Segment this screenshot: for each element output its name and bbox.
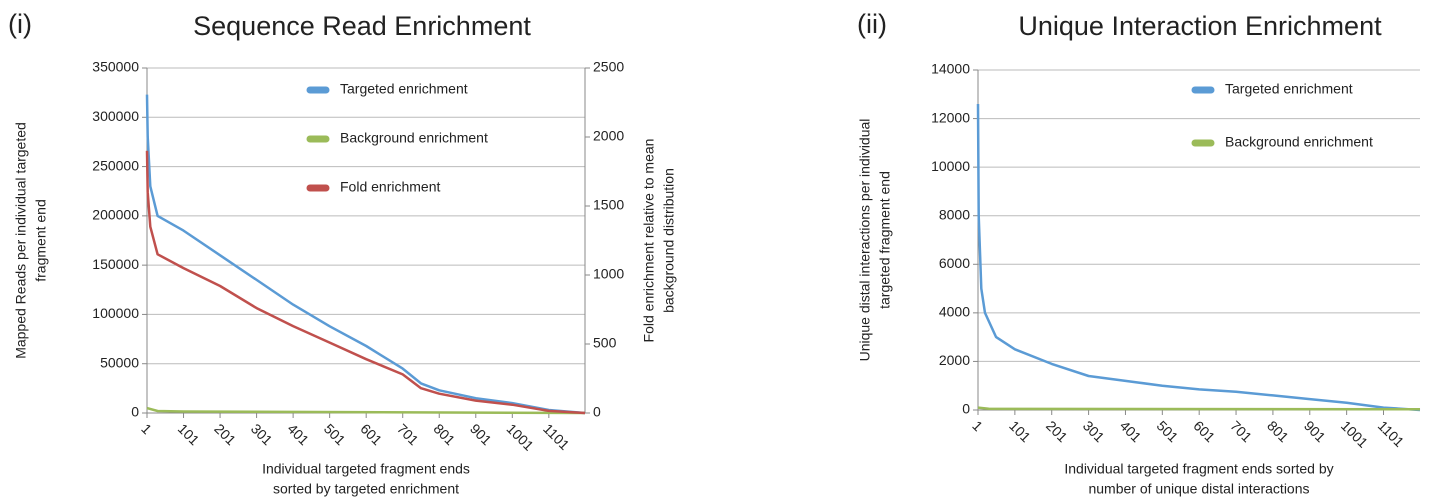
x-tick-label: 1101 (1375, 417, 1408, 450)
x-tick-label: 901 (467, 420, 495, 448)
y-tick-label: 12000 (931, 109, 970, 125)
legend-label: Background enrichment (1225, 134, 1373, 150)
series-line (976, 103, 1421, 412)
y2-axis-label: background distribution (661, 168, 677, 313)
legend-label: Fold enrichment (340, 179, 440, 195)
panel-label: (ii) (857, 9, 887, 39)
y2-tick-label: 1500 (593, 197, 624, 213)
x-tick-label: 901 (1301, 417, 1329, 445)
x-axis-label: Individual targeted fragment ends sorted… (1064, 461, 1333, 477)
x-axis-label: Individual targeted fragment ends (262, 461, 470, 477)
y-tick-label: 100000 (92, 305, 139, 321)
x-tick-label: 1 (138, 420, 155, 437)
y2-tick-label: 0 (593, 404, 601, 420)
legend-label: Background enrichment (340, 130, 488, 146)
x-tick-label: 801 (431, 420, 459, 448)
y-tick-label: 50000 (100, 354, 139, 370)
x-tick-label: 201 (211, 420, 239, 448)
y-tick-label: 0 (131, 404, 139, 420)
x-tick-label: 801 (1264, 417, 1292, 445)
series-line (145, 94, 586, 415)
y-tick-label: 2000 (939, 352, 970, 368)
x-tick-label: 301 (248, 420, 276, 448)
y2-tick-label: 1000 (593, 266, 624, 282)
series-line (146, 406, 586, 415)
y-tick-label: 300000 (92, 108, 139, 124)
x-tick-label: 1101 (540, 420, 573, 453)
y-tick-label: 350000 (92, 59, 139, 75)
x-tick-label: 1001 (1338, 417, 1371, 450)
chart-title: Unique Interaction Enrichment (1018, 11, 1382, 41)
y2-axis-label: Fold enrichment relative to mean (641, 139, 657, 343)
y-tick-label: 250000 (92, 157, 139, 173)
y-axis-label: targeted fragment end (877, 171, 893, 309)
x-tick-label: 701 (1227, 417, 1255, 445)
y-tick-label: 8000 (939, 206, 970, 222)
x-tick-label: 201 (1043, 417, 1071, 445)
x-tick-label: 1001 (504, 420, 537, 453)
y2-tick-label: 500 (593, 335, 617, 351)
legend-label: Targeted enrichment (340, 81, 468, 97)
x-tick-label: 401 (284, 420, 312, 448)
y2-tick-label: 2000 (593, 128, 624, 144)
x-tick-label: 601 (357, 420, 385, 448)
x-tick-label: 601 (1190, 417, 1218, 445)
panel-label: (i) (8, 9, 32, 39)
y-tick-label: 6000 (939, 255, 970, 271)
x-tick-label: 1 (969, 417, 986, 434)
x-tick-label: 301 (1080, 417, 1108, 445)
y-tick-label: 150000 (92, 256, 139, 272)
y2-tick-label: 2500 (593, 59, 624, 75)
chart-title: Sequence Read Enrichment (193, 11, 531, 41)
x-tick-label: 101 (1006, 417, 1034, 445)
y-tick-label: 14000 (931, 61, 970, 77)
x-tick-label: 401 (1117, 417, 1145, 445)
y-axis-label: Unique distal interactions per individua… (857, 119, 873, 362)
y-tick-label: 0 (962, 401, 970, 417)
x-tick-label: 101 (175, 420, 203, 448)
y-tick-label: 10000 (931, 158, 970, 174)
x-tick-label: 501 (1154, 417, 1182, 445)
x-axis-label: sorted by targeted enrichment (273, 481, 459, 497)
y-axis-label: Mapped Reads per individual targeted (13, 122, 29, 359)
legend-label: Targeted enrichment (1225, 81, 1353, 97)
series-line (977, 406, 1421, 411)
x-tick-label: 501 (321, 420, 349, 448)
x-tick-label: 701 (394, 420, 422, 448)
y-tick-label: 200000 (92, 207, 139, 223)
y-tick-label: 4000 (939, 304, 970, 320)
y-axis-label: fragment end (33, 199, 49, 282)
series-line (145, 150, 586, 415)
x-axis-label: number of unique distal interactions (1088, 481, 1309, 497)
